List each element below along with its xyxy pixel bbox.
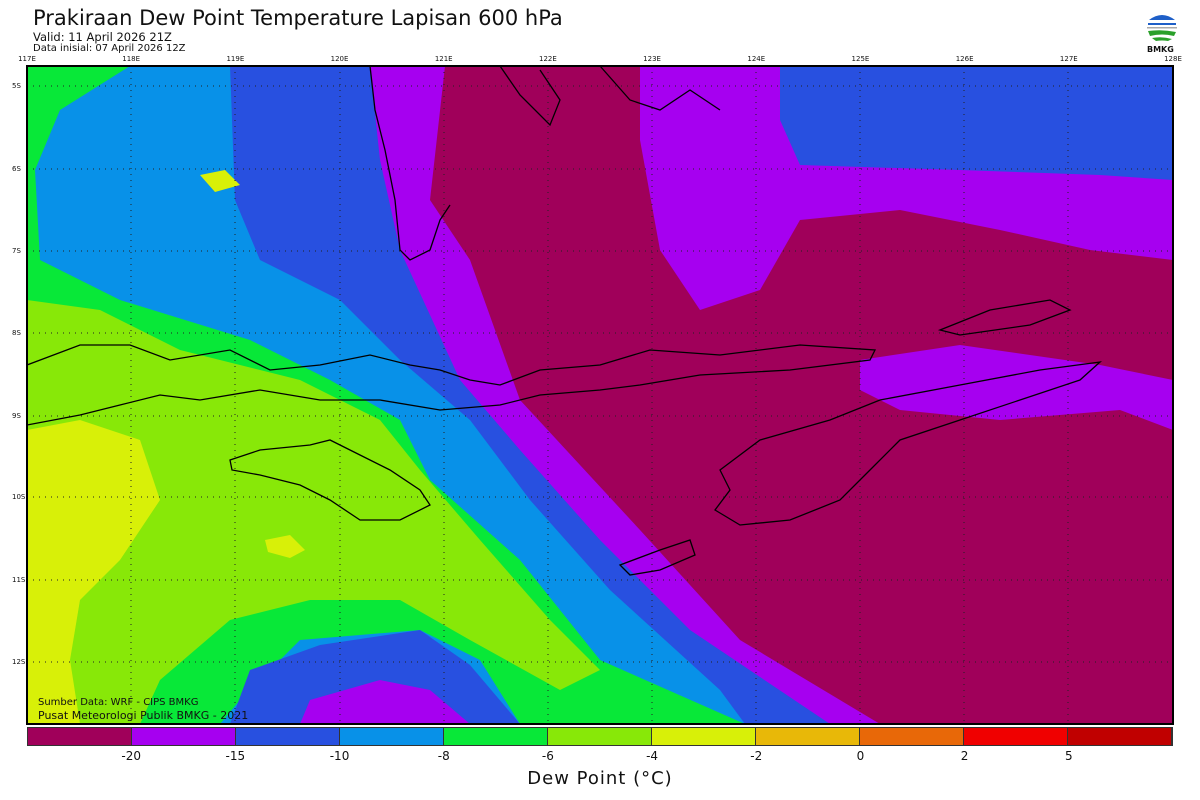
logo-text: BMKG — [1147, 45, 1174, 54]
coastlines — [27, 66, 1102, 576]
region-minus6-4 — [27, 300, 600, 724]
colorbar-tick-label: -20 — [121, 749, 141, 763]
lon-label: 121E — [434, 55, 453, 63]
coast-rote — [618, 539, 696, 576]
lon-label: 128E — [1164, 55, 1182, 63]
colorbar-tick-label: -8 — [437, 749, 450, 763]
bmkg-logo-icon — [1146, 11, 1178, 43]
page-title: Prakiraan Dew Point Temperature Lapisan … — [33, 6, 563, 30]
lon-label: 123E — [643, 55, 661, 63]
lon-label: 126E — [955, 55, 974, 63]
lat-label: 5S — [12, 82, 21, 90]
colorbar-tick-label: -2 — [750, 749, 763, 763]
colorbar-segment — [132, 728, 236, 745]
colorbar — [27, 727, 1173, 746]
init-time: Data inisial: 07 April 2026 12Z — [33, 43, 186, 54]
colorbar-tick-label: -10 — [329, 749, 350, 763]
colorbar-tick-label: -4 — [646, 749, 659, 763]
lon-label: 119E — [226, 55, 245, 63]
colorbar-tick-label: 5 — [1064, 749, 1073, 763]
lat-label: 8S — [12, 329, 21, 337]
region-minus20-15-south — [300, 680, 470, 724]
colorbar-tick-label: 2 — [960, 749, 969, 763]
colorbar-segment — [652, 728, 756, 745]
colorbar-segment — [444, 728, 548, 745]
coast-north-islands — [599, 66, 1072, 336]
credit: Pusat Meteorologi Publik BMKG - 2021 — [38, 709, 249, 722]
colorbar-segment — [28, 728, 132, 745]
lat-label: 6S — [12, 165, 21, 173]
coast-timor — [714, 361, 1102, 526]
colorbar-tick-label: -15 — [225, 749, 246, 763]
colorbar-segment — [236, 728, 340, 745]
colorbar-segment — [340, 728, 444, 745]
lon-label: 124E — [747, 55, 766, 63]
data-source: Sumber Data: WRF - CIPS BMKG — [38, 697, 199, 708]
lon-label: 117E — [18, 55, 36, 63]
lat-label: 10S — [12, 493, 26, 501]
colorbar-segment — [756, 728, 860, 745]
colorbar-tick-label: 0 — [856, 749, 865, 763]
lon-label: 125E — [851, 55, 870, 63]
lat-label: 11S — [12, 576, 26, 584]
colorbar-segment — [1068, 728, 1172, 745]
colorbar-segment — [964, 728, 1068, 745]
lat-label: 9S — [12, 412, 21, 420]
colorbar-segment — [548, 728, 652, 745]
lon-label: 122E — [539, 55, 557, 63]
colorbar-tick-label: -6 — [541, 749, 554, 763]
valid-time: Valid: 11 April 2026 21Z — [33, 30, 172, 44]
region-minus4-2 — [27, 170, 305, 724]
colorbar-segment — [860, 728, 964, 745]
lon-label: 120E — [330, 55, 349, 63]
coast-lombok-sumbawa — [27, 344, 877, 426]
lat-label: 7S — [12, 247, 21, 255]
lat-label: 12S — [12, 658, 26, 666]
colorbar-label: Dew Point (°C) — [527, 768, 673, 789]
coast-sumba — [229, 439, 431, 521]
coast-sulawesi — [369, 66, 561, 261]
lon-label: 118E — [122, 55, 141, 63]
region-minus15-10-south — [230, 630, 520, 724]
lon-label: 127E — [1059, 55, 1078, 63]
